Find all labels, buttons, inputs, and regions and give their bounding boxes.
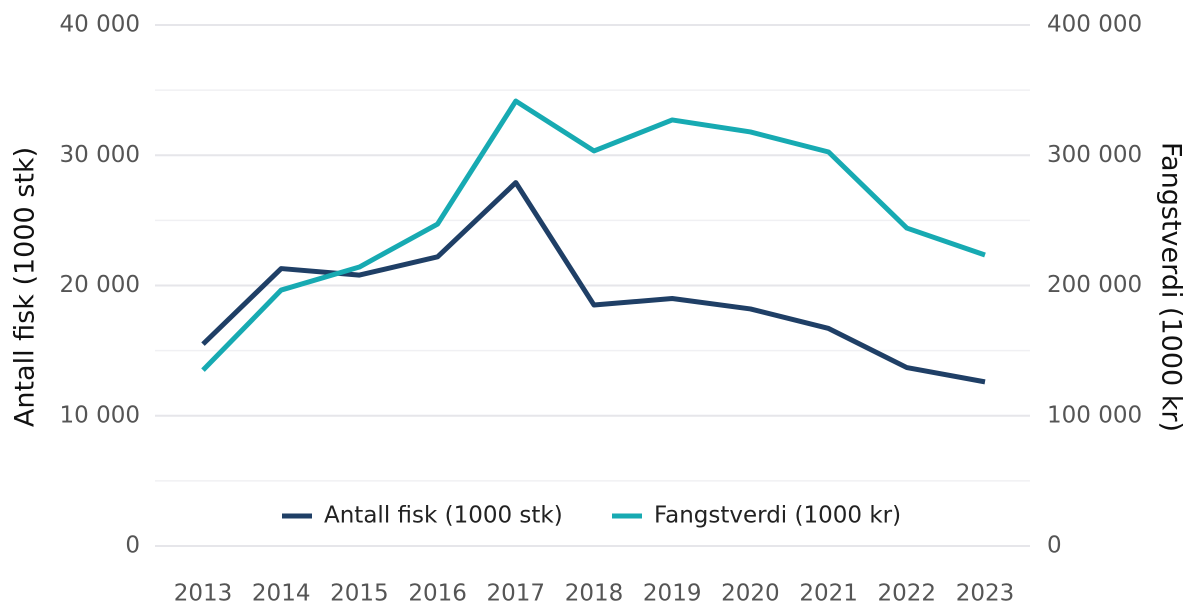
y-axis-title: Antall fisk (1000 stk) [10, 147, 41, 427]
y2-tick-label: 200 000 [1047, 272, 1142, 298]
y-tick-label: 30 000 [60, 142, 140, 168]
series-line [201, 98, 986, 372]
series-line [201, 180, 986, 385]
x-tick-label: 2021 [799, 581, 858, 607]
y2-axis-title: Fangstverdi (1000 kr) [1156, 142, 1187, 432]
x-tick-label: 2016 [408, 581, 467, 607]
x-tick-label: 2014 [252, 581, 311, 607]
x-tick-label: 2013 [174, 581, 233, 607]
y2-tick-label: 0 [1047, 533, 1062, 559]
x-tick-label: 2023 [956, 581, 1015, 607]
x-tick-label: 2019 [643, 581, 702, 607]
y-tick-label: 0 [125, 533, 140, 559]
x-tick-label: 2020 [721, 581, 780, 607]
legend-label: Antall fisk (1000 stk) [324, 503, 563, 529]
y2-tick-label: 100 000 [1047, 402, 1142, 428]
legend-label: Fangstverdi (1000 kr) [654, 503, 901, 529]
x-tick-label: 2022 [878, 581, 937, 607]
x-tick-label: 2018 [565, 581, 624, 607]
y-tick-label: 20 000 [60, 272, 140, 298]
x-tick-label: 2015 [330, 581, 389, 607]
y-tick-label: 10 000 [60, 402, 140, 428]
y-tick-label: 40 000 [60, 12, 140, 38]
x-tick-label: 2017 [487, 581, 546, 607]
y2-tick-label: 400 000 [1047, 12, 1142, 38]
y2-tick-label: 300 000 [1047, 142, 1142, 168]
